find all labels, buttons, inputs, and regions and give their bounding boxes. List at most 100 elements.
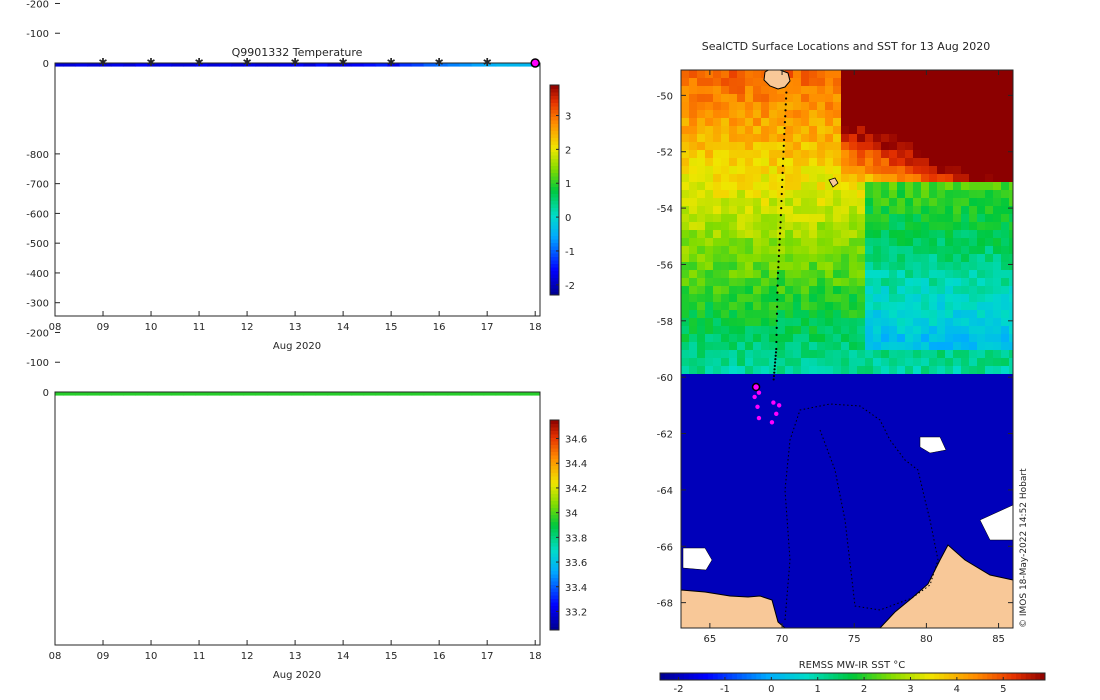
- section-cell: [291, 303, 304, 307]
- y-tick-label: -200: [26, 0, 49, 10]
- section-cell: [388, 318, 401, 322]
- section-cell: [63, 329, 76, 333]
- section-cell: [51, 285, 64, 289]
- section-cell: [123, 332, 136, 336]
- section-cell: [328, 222, 341, 226]
- section-cell: [219, 51, 232, 55]
- section-cell: [99, 27, 112, 31]
- section-cell: [75, 294, 88, 298]
- section-cell: [376, 297, 389, 301]
- section-cell: [231, 30, 244, 34]
- sst-cell: [745, 382, 754, 391]
- section-cell: [328, 21, 341, 25]
- section-cell: [171, 273, 184, 277]
- section-cell: [195, 332, 208, 336]
- sst-cell: [689, 206, 698, 215]
- section-cell: [195, 3, 208, 7]
- section-cell: [255, 321, 268, 325]
- section-cell: [496, 291, 509, 295]
- section-cell: [304, 21, 317, 25]
- section-cell: [460, 279, 473, 283]
- section-cell: [508, 371, 521, 375]
- section-cell: [111, 392, 125, 396]
- sst-cell: [729, 510, 738, 519]
- section-cell: [171, 30, 184, 34]
- section-cell: [219, 297, 232, 301]
- section-cell: [508, 15, 521, 19]
- section-cell: [400, 312, 413, 316]
- sst-cell: [729, 310, 738, 319]
- section-cell: [51, 383, 64, 387]
- section-cell: [87, 33, 100, 37]
- section-cell: [135, 383, 148, 387]
- section-cell: [520, 15, 533, 19]
- sst-cell: [753, 70, 762, 79]
- sst-cell: [745, 166, 754, 175]
- section-cell: [496, 3, 509, 7]
- sst-cell: [681, 102, 690, 111]
- section-cell: [424, 377, 437, 381]
- section-cell: [207, 368, 220, 372]
- sst-cell: [737, 478, 746, 487]
- section-cell: [532, 359, 545, 363]
- sst-cell: [697, 406, 706, 415]
- section-cell: [388, 196, 401, 200]
- section-cell: [207, 288, 220, 292]
- section-cell: [304, 190, 317, 194]
- section-cell: [159, 276, 172, 280]
- section-cell: [87, 45, 100, 49]
- section-cell: [135, 225, 148, 229]
- section-cell: [123, 48, 136, 52]
- sst-cell: [721, 134, 730, 143]
- sst-cell: [705, 550, 714, 559]
- sst-cell: [761, 334, 770, 343]
- sst-cell: [705, 574, 714, 583]
- section-cell: [51, 45, 64, 49]
- section-cell: [364, 300, 377, 304]
- section-cell: [436, 371, 449, 375]
- section-cell: [195, 371, 208, 375]
- sst-cell: [721, 174, 730, 183]
- sst-cell: [753, 294, 762, 303]
- section-cell: [291, 318, 304, 322]
- section-cell: [171, 39, 184, 43]
- section-cell: [291, 190, 304, 194]
- section-cell: [484, 36, 497, 40]
- section-cell: [291, 368, 304, 372]
- section-cell: [63, 9, 76, 13]
- colorbar-tick-label: 34: [565, 509, 578, 520]
- section-cell: [340, 335, 353, 339]
- section-cell: [243, 291, 256, 295]
- sst-cell: [737, 142, 746, 151]
- section-cell: [147, 344, 160, 348]
- section-cell: [508, 264, 521, 268]
- section-cell: [412, 54, 425, 58]
- section-cell: [231, 12, 244, 16]
- sst-cell: [753, 590, 762, 599]
- section-cell: [231, 374, 244, 378]
- section-cell: [123, 341, 136, 345]
- colorbar-segment: [550, 102, 559, 107]
- section-cell: [75, 344, 88, 348]
- section-cell: [255, 285, 268, 289]
- section-cell: [472, 36, 485, 40]
- section-cell: [520, 353, 533, 357]
- section-cell: [243, 380, 256, 384]
- section-cell: [123, 267, 136, 271]
- section-cell: [399, 392, 413, 396]
- sst-cell: [681, 70, 690, 79]
- section-cell: [63, 309, 76, 313]
- section-cell: [111, 15, 124, 19]
- section-cell: [255, 282, 268, 286]
- section-cell: [147, 0, 160, 4]
- sst-cell: [777, 454, 786, 463]
- colorbar-segment: [550, 455, 559, 459]
- section-cell: [219, 344, 232, 348]
- section-cell: [388, 309, 401, 313]
- section-cell: [352, 312, 365, 316]
- section-cell: [328, 282, 341, 286]
- section-cell: [448, 386, 461, 390]
- section-cell: [243, 332, 256, 336]
- sst-cell: [745, 574, 754, 583]
- sst-cell: [753, 198, 762, 207]
